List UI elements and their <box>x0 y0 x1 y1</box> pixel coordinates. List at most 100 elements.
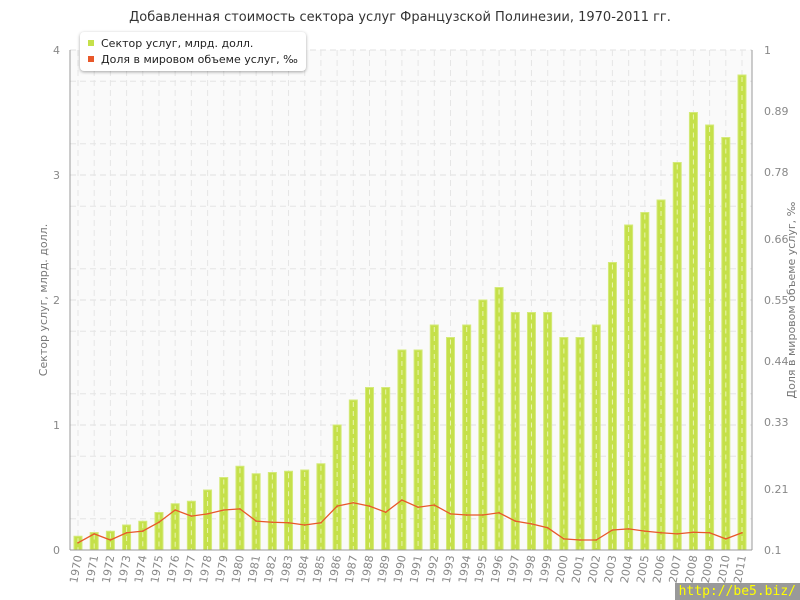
x-tick-label: 2009 <box>699 554 717 584</box>
x-tick-label: 1997 <box>505 554 523 584</box>
y2-tick-label: 0.55 <box>764 294 789 307</box>
x-tick-label: 1975 <box>148 554 166 584</box>
x-tick-label: 1978 <box>197 554 215 584</box>
share-line <box>77 499 743 544</box>
line-point <box>190 515 193 517</box>
line-point <box>109 539 112 541</box>
line-point <box>611 529 614 531</box>
line-point <box>352 501 355 504</box>
legend-label: Сектор услуг, млрд. долл. <box>101 36 254 50</box>
x-tick-label: 1990 <box>391 554 409 584</box>
bar <box>332 424 342 551</box>
x-tick-label: 1976 <box>164 554 182 584</box>
legend-item-line[interactable]: Доля в мировом объеме услуг, ‰ <box>88 51 298 67</box>
x-tick-label: 1970 <box>67 554 85 584</box>
x-tick-label: 1993 <box>440 554 458 584</box>
x-tick-label: 1988 <box>359 554 377 584</box>
line-point <box>222 509 225 511</box>
x-tick-label: 2011 <box>731 554 749 584</box>
line-point <box>579 539 581 541</box>
line-point <box>239 508 241 510</box>
line-point <box>514 520 517 522</box>
x-tick-label: 2006 <box>650 554 668 584</box>
line-point <box>465 514 468 516</box>
line-point <box>725 538 727 540</box>
line-point <box>708 531 711 534</box>
y2-tick-label: 0.78 <box>764 166 789 179</box>
line-point <box>417 506 419 509</box>
y-axis-title: Сектор услуг, млрд. долл. <box>37 224 50 376</box>
x-tick-label: 1974 <box>132 554 150 584</box>
y-tick-label: 1 <box>53 419 60 432</box>
x-tick-label: 1984 <box>294 554 312 584</box>
x-tick-label: 1982 <box>262 554 280 584</box>
y2-axis-title: Доля в мировом объеме услуг, ‰ <box>785 201 798 398</box>
line-point <box>255 520 257 522</box>
y-tick-label: 4 <box>53 44 60 57</box>
x-tick-label: 1989 <box>375 554 393 584</box>
legend-item-bar[interactable]: Сектор услуг, млрд. долл. <box>88 35 298 51</box>
x-tick-label: 1995 <box>472 554 490 584</box>
y2-tick-label: 0.66 <box>764 233 789 246</box>
line-point <box>644 530 646 532</box>
y-tick-label: 2 <box>53 294 60 307</box>
line-point <box>676 533 679 535</box>
line-point <box>741 531 743 534</box>
x-tick-label: 1973 <box>116 554 134 584</box>
x-tick-label: 1983 <box>278 554 296 584</box>
line-point <box>158 521 160 524</box>
line-point <box>384 511 387 514</box>
watermark[interactable]: http://be5.biz/ <box>674 583 800 600</box>
x-tick-label: 1992 <box>424 554 442 584</box>
legend-swatch <box>88 56 94 62</box>
line-point <box>401 499 403 501</box>
x-tick-label: 1977 <box>181 554 199 584</box>
line-point <box>627 528 630 530</box>
y2-tick-label: 0.89 <box>764 105 789 118</box>
x-tick-label: 2010 <box>715 554 733 584</box>
x-tick-label: 2002 <box>586 554 604 584</box>
chart-title: Добавленная стоимость сектора услуг Фран… <box>129 10 671 25</box>
x-tick-label: 1987 <box>343 554 361 584</box>
legend-swatch <box>88 40 94 46</box>
line-point <box>287 521 290 524</box>
y2-tick-label: 0.44 <box>764 355 789 368</box>
y-tick-label: 3 <box>53 169 60 182</box>
y2-tick-label: 0.33 <box>764 416 789 429</box>
y2-tick-label: 0.21 <box>764 483 789 496</box>
x-tick-label: 2000 <box>553 554 571 584</box>
bar <box>607 262 617 551</box>
x-tick-label: 1981 <box>245 554 263 584</box>
line-point <box>125 531 128 534</box>
y2-tick-label: 0.1 <box>764 544 782 557</box>
line-point <box>660 531 662 534</box>
x-tick-label: 2008 <box>683 554 701 584</box>
line-point <box>141 530 144 532</box>
x-tick-label: 2001 <box>569 554 587 584</box>
y2-tick-label: 1 <box>764 44 771 57</box>
x-tick-label: 1998 <box>521 554 539 584</box>
line-point <box>77 541 79 544</box>
x-tick-label: 1972 <box>100 554 118 584</box>
line-point <box>336 505 338 507</box>
line-point <box>206 513 209 515</box>
line-point <box>449 513 452 515</box>
x-tick-label: 1991 <box>407 554 425 584</box>
line-point <box>174 509 176 511</box>
line-point <box>692 531 695 534</box>
line-point <box>482 514 484 516</box>
x-tick-label: 2004 <box>618 554 636 584</box>
line-point <box>271 521 274 524</box>
x-tick-label: 1999 <box>537 554 555 584</box>
line-point <box>595 539 598 541</box>
line-point <box>546 526 549 529</box>
line-point <box>368 505 371 507</box>
y-tick-label: 0 <box>53 544 60 557</box>
bar <box>219 477 229 551</box>
x-tick-label: 1994 <box>456 554 474 584</box>
bar <box>721 137 731 551</box>
line-point <box>93 533 95 535</box>
legend: Сектор услуг, млрд. долл. Доля в мировом… <box>80 32 306 71</box>
line-point <box>320 521 322 524</box>
